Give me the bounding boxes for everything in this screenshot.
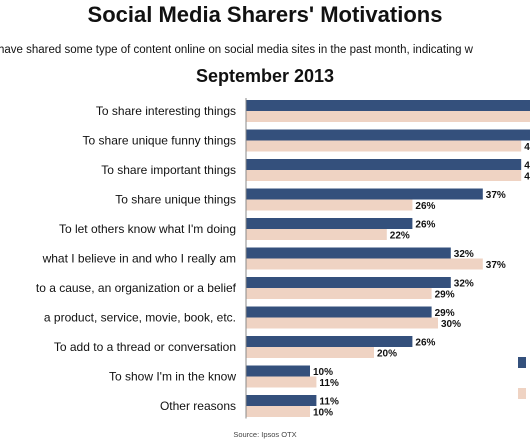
- bar-series-2: [246, 170, 522, 181]
- data-label: 26%: [415, 220, 435, 231]
- data-label: 11%: [319, 397, 339, 408]
- data-label: 29%: [435, 290, 455, 301]
- bar-series-2: [246, 229, 387, 240]
- category-label: what I believe in and who I really am: [42, 252, 236, 266]
- bar-series-2: [246, 288, 432, 299]
- data-label: 26%: [415, 338, 435, 349]
- category-label: a product, service, movie, book, etc.: [44, 311, 236, 325]
- chart-subtitle: have shared some type of content online …: [0, 44, 530, 56]
- data-label: 20%: [377, 349, 397, 360]
- category-label: To add to a thread or conversation: [54, 340, 236, 354]
- legend-swatch-series-1: [518, 357, 526, 368]
- category-label: To let others know what I'm doing: [59, 222, 236, 236]
- bar-series-2: [246, 258, 483, 270]
- bar-series-1: [246, 188, 483, 200]
- bar-series-2: [246, 376, 317, 388]
- category-label: to a cause, an organization or a belief: [36, 281, 237, 295]
- bar-series-1: [246, 218, 413, 229]
- bar-series-2: [246, 140, 522, 152]
- data-label: 32%: [454, 279, 474, 290]
- data-label: 26%: [415, 201, 435, 212]
- bar-series-1: [246, 336, 413, 347]
- data-label: 37%: [486, 260, 506, 271]
- data-label: 43%: [524, 161, 530, 172]
- data-label: 43%: [524, 142, 530, 153]
- data-label: 30%: [441, 319, 461, 330]
- data-label: 10%: [313, 408, 333, 419]
- data-label: 10%: [313, 367, 333, 378]
- chart-subtitle-text: have shared some type of content online …: [0, 44, 473, 56]
- category-label: To share unique funny things: [83, 134, 236, 148]
- category-label: To show I'm in the know: [109, 370, 236, 384]
- bar-series-2: [246, 111, 530, 122]
- data-label: 37%: [486, 190, 506, 201]
- bar-series-1: [246, 129, 530, 141]
- bar-series-1: [246, 277, 451, 288]
- data-label: 43%: [524, 172, 530, 183]
- data-label: 11%: [319, 378, 339, 389]
- data-label: 22%: [390, 231, 410, 242]
- bar-series-1: [246, 100, 530, 111]
- bar-series-1: [246, 306, 432, 318]
- category-label: To share unique things: [115, 193, 236, 207]
- legend-swatch-series-2: [518, 388, 526, 399]
- bar-series-1: [246, 395, 317, 406]
- bar-series-2: [246, 199, 413, 211]
- bar-series-2: [246, 347, 374, 358]
- data-label: 32%: [454, 249, 474, 260]
- data-label: 29%: [435, 308, 455, 319]
- category-label: To share important things: [101, 163, 236, 177]
- bar-series-1: [246, 159, 522, 170]
- category-label: Other reasons: [160, 399, 236, 413]
- chart-source: Source: Ipsos OTX: [233, 430, 297, 439]
- bar-series-2: [246, 406, 310, 417]
- bar-series-1: [246, 247, 451, 259]
- chart-title: Social Media Sharers' Motivations: [87, 2, 443, 27]
- bar-series-2: [246, 317, 438, 329]
- bar-series-1: [246, 365, 310, 377]
- category-label: To share interesting things: [96, 104, 236, 118]
- chart-date: September 2013: [195, 66, 335, 86]
